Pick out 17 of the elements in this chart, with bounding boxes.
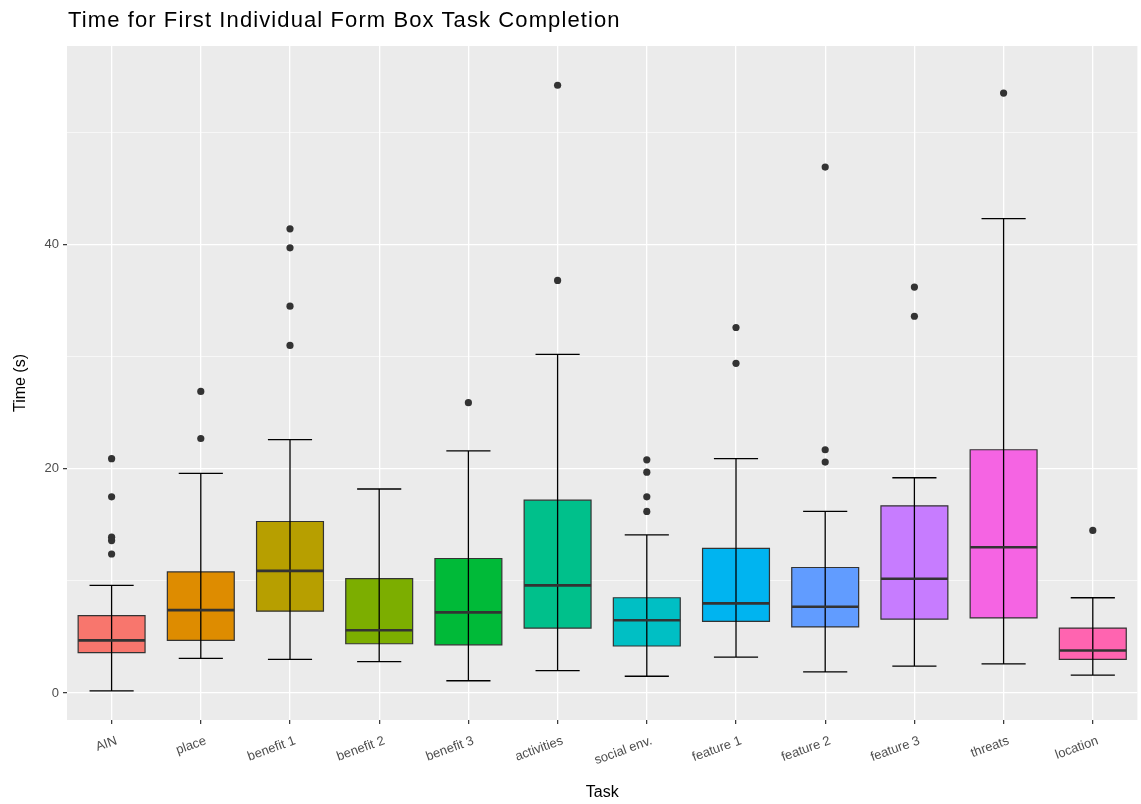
x-tick-label: place	[173, 732, 209, 758]
chart-title: Time for First Individual Form Box Task Completion	[68, 7, 621, 33]
y-axis-title: Time (s)	[11, 353, 29, 413]
x-tick-label: threats	[968, 732, 1012, 761]
x-axis-title: Task	[585, 782, 620, 800]
x-tick-label: location	[1052, 732, 1101, 762]
x-tick-label: benefit 1	[245, 732, 298, 764]
y-tick-label: 40	[44, 236, 59, 252]
x-tick-label: feature 2	[779, 732, 833, 765]
x-tick-label: AIN	[93, 732, 119, 754]
y-tick-label: 0	[51, 684, 59, 700]
x-tick-label: social env.	[592, 732, 655, 768]
x-tick-label: benefit 3	[423, 732, 476, 764]
y-tick-label: 20	[44, 460, 59, 476]
x-tick-label: benefit 2	[334, 732, 387, 764]
x-tick-label: feature 1	[689, 732, 744, 765]
x-tick-label: feature 3	[868, 732, 922, 765]
